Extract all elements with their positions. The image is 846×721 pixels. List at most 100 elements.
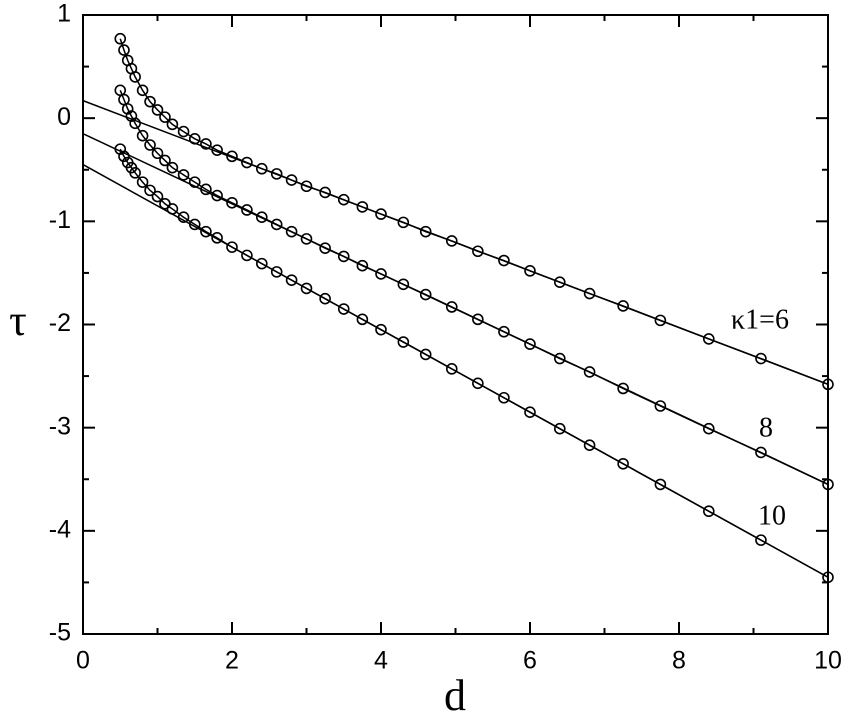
data-point <box>255 211 268 224</box>
data-point <box>300 282 313 295</box>
data-point <box>356 313 369 326</box>
data-point <box>553 352 566 365</box>
data-point <box>654 400 667 412</box>
data-point <box>285 174 298 186</box>
data-point <box>524 338 536 350</box>
x-tick-label: 6 <box>523 647 537 675</box>
data-point <box>498 391 510 404</box>
data-line <box>119 148 829 578</box>
data-point <box>226 150 238 163</box>
data-point <box>617 382 629 395</box>
data-point <box>319 242 331 254</box>
data-point <box>166 161 179 174</box>
data-point <box>375 208 387 220</box>
data-point <box>136 129 149 142</box>
data-point <box>654 478 667 491</box>
data-point <box>200 183 212 196</box>
data-point <box>524 406 536 418</box>
data-point <box>188 133 201 145</box>
data-point <box>159 154 171 167</box>
data-point <box>151 147 164 160</box>
y-tick-label: -4 <box>49 515 71 543</box>
data-point <box>177 125 190 138</box>
data-point <box>755 352 767 365</box>
data-point <box>356 259 369 272</box>
data-point <box>129 167 141 179</box>
data-point <box>177 211 190 224</box>
data-point <box>337 250 350 263</box>
data-point <box>285 225 298 238</box>
y-tick-label: 1 <box>57 0 71 28</box>
y-tick-label: -5 <box>49 619 71 647</box>
data-point <box>129 71 141 83</box>
data-point <box>755 446 767 459</box>
data-point <box>583 287 596 300</box>
x-axis-label: d <box>444 671 466 720</box>
data-point <box>211 232 223 244</box>
data-point <box>583 366 596 378</box>
data-point <box>702 505 715 518</box>
data-point <box>498 325 510 338</box>
data-point <box>241 204 253 216</box>
data-point <box>472 377 484 390</box>
data-point <box>472 313 484 326</box>
data-point <box>151 190 164 203</box>
data-point <box>136 176 149 188</box>
data-point <box>337 193 350 206</box>
data-point <box>583 439 596 452</box>
y-tick-label: -1 <box>49 206 71 234</box>
data-point <box>356 201 369 213</box>
data-point <box>211 144 223 156</box>
data-point <box>472 245 484 258</box>
data-point <box>702 422 715 435</box>
y-tick-label: -2 <box>49 309 71 337</box>
series-label: 10 <box>758 500 786 531</box>
data-point <box>255 162 268 175</box>
y-tick-label: 0 <box>57 103 71 131</box>
data-point <box>166 203 179 215</box>
data-point <box>177 169 190 181</box>
data-point <box>300 180 313 193</box>
plot-frame <box>82 14 829 635</box>
data-point <box>822 378 834 391</box>
data-point <box>200 225 212 238</box>
data-point <box>118 150 130 163</box>
data-point <box>129 117 141 130</box>
data-point <box>445 363 458 375</box>
data-point <box>617 457 629 470</box>
data-point <box>419 288 432 301</box>
x-tick-label: 2 <box>225 647 239 675</box>
data-line <box>119 90 829 486</box>
data-point <box>445 235 458 247</box>
data-point <box>226 196 238 209</box>
data-point <box>270 266 283 278</box>
y-tick-label: -3 <box>49 412 71 440</box>
data-point <box>375 323 387 336</box>
data-point <box>822 571 834 584</box>
data-point <box>211 189 223 202</box>
data-point <box>337 303 350 315</box>
data-point <box>498 254 510 267</box>
data-line <box>119 38 829 386</box>
y-axis-label: τ <box>9 296 27 345</box>
data-point <box>553 422 566 435</box>
data-point <box>144 139 156 151</box>
data-point <box>241 249 253 262</box>
data-point <box>702 333 715 345</box>
data-point <box>300 233 313 245</box>
data-point <box>188 218 201 231</box>
data-point <box>166 118 179 131</box>
data-point <box>375 268 387 280</box>
data-point <box>270 168 283 180</box>
data-point <box>118 44 130 56</box>
data-point <box>188 176 201 188</box>
data-point <box>755 534 767 546</box>
data-point <box>200 138 212 150</box>
series-label: 8 <box>759 412 773 443</box>
data-point <box>114 32 127 45</box>
data-point <box>319 186 331 199</box>
data-point <box>445 301 458 313</box>
data-point <box>144 184 156 197</box>
x-tick-label: 0 <box>76 647 90 675</box>
